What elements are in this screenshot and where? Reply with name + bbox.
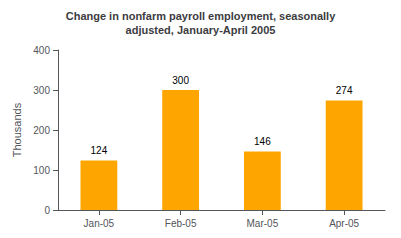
svg-text:274: 274 bbox=[336, 85, 353, 96]
svg-text:Change in nonfarm payroll empl: Change in nonfarm payroll employment, se… bbox=[66, 10, 336, 22]
svg-text:200: 200 bbox=[33, 125, 50, 136]
svg-text:Jan-05: Jan-05 bbox=[84, 218, 115, 229]
svg-text:300: 300 bbox=[172, 75, 189, 86]
svg-text:146: 146 bbox=[254, 136, 271, 147]
svg-text:124: 124 bbox=[91, 145, 108, 156]
svg-text:Apr-05: Apr-05 bbox=[329, 218, 359, 229]
svg-text:Thousands: Thousands bbox=[11, 102, 23, 157]
svg-text:100: 100 bbox=[33, 165, 50, 176]
svg-text:Mar-05: Mar-05 bbox=[247, 218, 279, 229]
svg-text:400: 400 bbox=[33, 45, 50, 56]
svg-text:300: 300 bbox=[33, 85, 50, 96]
svg-text:Feb-05: Feb-05 bbox=[165, 218, 197, 229]
svg-text:adjusted, January-April 2005: adjusted, January-April 2005 bbox=[126, 24, 276, 36]
svg-text:0: 0 bbox=[44, 205, 50, 216]
